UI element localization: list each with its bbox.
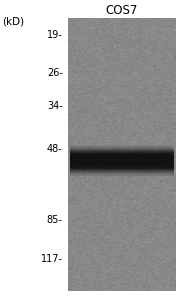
Text: 48-: 48- <box>47 144 63 154</box>
Text: 85-: 85- <box>47 214 63 225</box>
Text: 19-: 19- <box>47 30 63 40</box>
Text: 34-: 34- <box>47 101 63 111</box>
Text: 26-: 26- <box>47 68 63 79</box>
Text: 117-: 117- <box>41 254 63 264</box>
Title: COS7: COS7 <box>106 4 138 17</box>
Text: (kD): (kD) <box>2 16 24 26</box>
